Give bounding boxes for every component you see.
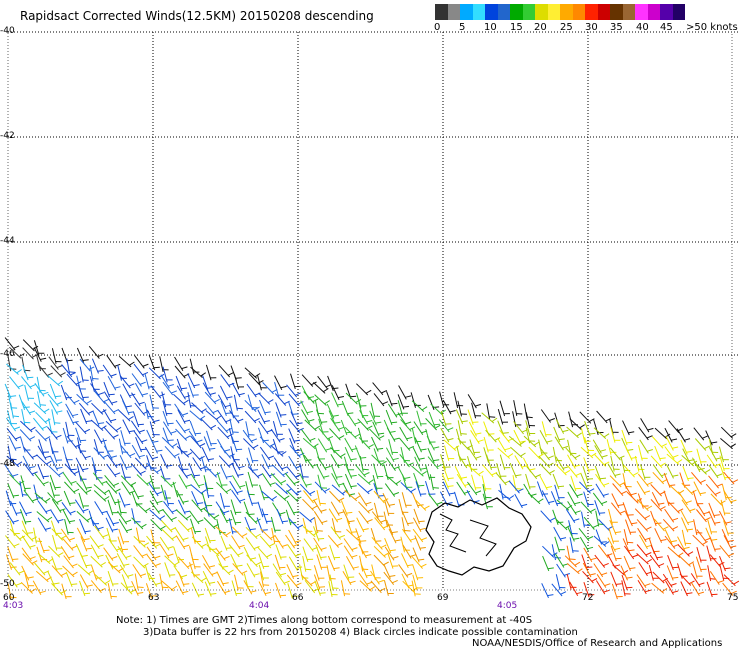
colorbar-label: 10 <box>484 22 497 33</box>
colorbar-labels: 0 5 10 15 20 25 30 35 40 45 >50 knots <box>430 22 740 36</box>
map-frame <box>7 31 733 591</box>
note-line-1: Note: 1) Times are GMT 2)Times along bot… <box>116 615 533 626</box>
colorbar-label: 15 <box>510 22 523 33</box>
colorbar-swatch <box>485 4 498 20</box>
colorbar-label: 30 <box>585 22 598 33</box>
colorbar-swatch <box>498 4 510 20</box>
colorbar-label: >50 knots <box>686 22 738 33</box>
lon-label: 63 <box>148 593 160 603</box>
time-label: 4:04 <box>249 601 270 611</box>
wind-barbs <box>4 337 740 600</box>
lat-label: -48 <box>0 459 15 469</box>
lon-label: 69 <box>437 593 449 603</box>
lon-label: 72 <box>582 593 594 603</box>
colorbar-swatch <box>523 4 535 20</box>
colorbar-swatch <box>448 4 460 20</box>
colorbar <box>435 4 685 20</box>
colorbar-label: 40 <box>636 22 649 33</box>
map-title: Rapidsact Corrected Winds(12.5KM) 201502… <box>20 9 374 23</box>
colorbar-swatch <box>435 4 448 20</box>
colorbar-swatch <box>535 4 548 20</box>
lat-label: -46 <box>0 349 15 359</box>
colorbar-swatch <box>673 4 685 20</box>
colorbar-swatch <box>548 4 560 20</box>
colorbar-label: 0 <box>434 22 441 33</box>
colorbar-swatch <box>585 4 598 20</box>
lat-label: -44 <box>0 236 15 246</box>
colorbar-swatch <box>635 4 648 20</box>
lon-label: 75 <box>727 593 739 603</box>
colorbar-label: 5 <box>459 22 466 33</box>
time-label: 4:05 <box>497 601 518 611</box>
colorbar-label: 45 <box>660 22 673 33</box>
colorbar-swatch <box>560 4 573 20</box>
colorbar-swatch <box>510 4 523 20</box>
colorbar-label: 25 <box>560 22 573 33</box>
colorbar-swatch <box>623 4 635 20</box>
colorbar-swatch <box>598 4 610 20</box>
colorbar-swatch <box>573 4 585 20</box>
colorbar-label: 35 <box>610 22 623 33</box>
colorbar-swatch <box>473 4 485 20</box>
lat-label: -50 <box>0 579 15 589</box>
colorbar-swatch <box>648 4 660 20</box>
time-label: 4:03 <box>3 601 24 611</box>
colorbar-swatch <box>460 4 473 20</box>
island-coastline <box>425 497 532 576</box>
note-line-2: 3)Data buffer is 22 hrs from 20150208 4)… <box>143 627 578 638</box>
colorbar-label: 20 <box>534 22 547 33</box>
lat-label: -42 <box>0 131 15 141</box>
lon-label: 60 <box>3 593 15 603</box>
colorbar-swatch <box>610 4 623 20</box>
lat-label: -40 <box>0 26 15 36</box>
colorbar-swatch <box>660 4 673 20</box>
note-line-3: NOAA/NESDIS/Office of Research and Appli… <box>472 638 723 649</box>
lon-label: 66 <box>292 593 304 603</box>
